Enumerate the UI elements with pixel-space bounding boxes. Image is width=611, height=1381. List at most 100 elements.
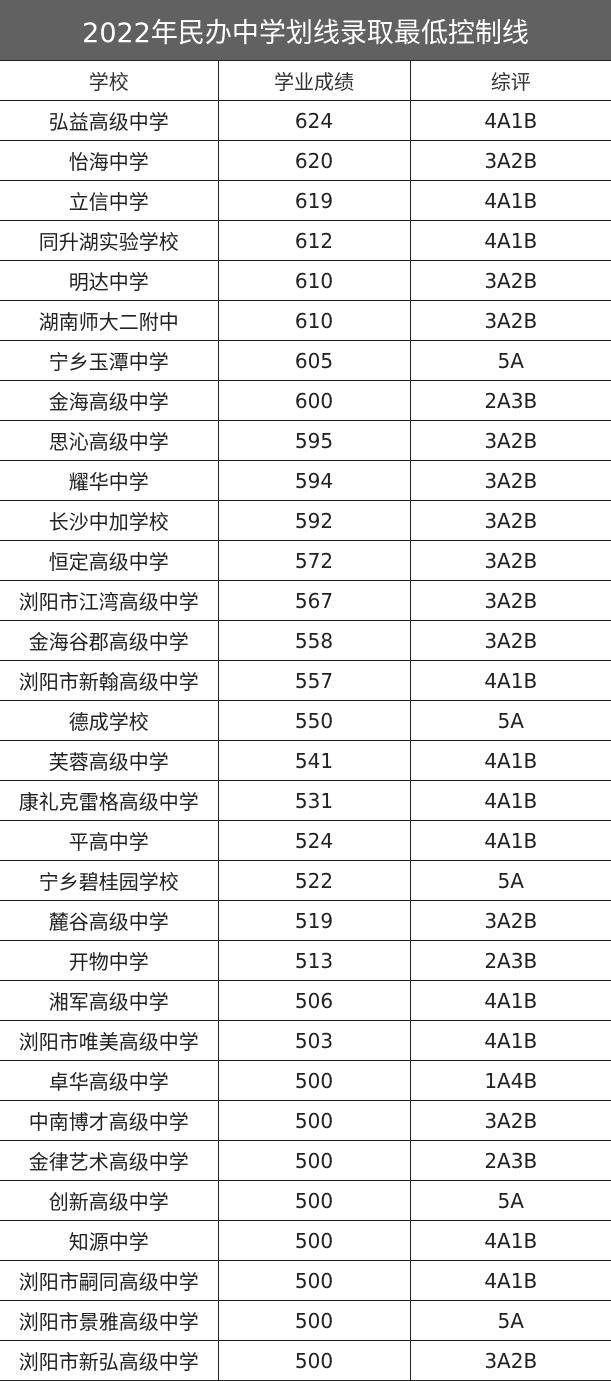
- school-cell: 浏阳市景雅高级中学: [0, 1300, 219, 1341]
- score-cell: 500: [217, 1100, 411, 1141]
- table-row: 中南博才高级中学 500 3A2B: [0, 1100, 611, 1141]
- score-cell: 610: [217, 260, 411, 301]
- score-cell: 620: [217, 140, 411, 181]
- table-row: 芙蓉高级中学 541 4A1B: [0, 740, 611, 781]
- school-cell: 湖南师大二附中: [0, 300, 219, 341]
- score-cell: 519: [217, 900, 411, 941]
- score-cell: 572: [217, 540, 411, 581]
- school-cell: 弘益高级中学: [0, 100, 219, 141]
- score-cell: 600: [217, 380, 411, 421]
- evaluation-cell: 4A1B: [409, 1220, 611, 1261]
- table-row: 湖南师大二附中 610 3A2B: [0, 300, 611, 341]
- school-cell: 知源中学: [0, 1220, 219, 1261]
- school-cell: 麓谷高级中学: [0, 900, 219, 941]
- evaluation-cell: 4A1B: [409, 780, 611, 821]
- school-cell: 创新高级中学: [0, 1180, 219, 1221]
- table-row: 宁乡玉潭中学 605 5A: [0, 340, 611, 381]
- table-row: 知源中学 500 4A1B: [0, 1220, 611, 1261]
- score-cell: 594: [217, 460, 411, 501]
- table-row: 耀华中学 594 3A2B: [0, 460, 611, 501]
- table-row: 金海谷郡高级中学 558 3A2B: [0, 620, 611, 661]
- school-cell: 同升湖实验学校: [0, 220, 219, 261]
- school-cell: 金海高级中学: [0, 380, 219, 421]
- school-cell: 长沙中加学校: [0, 500, 219, 541]
- score-cell: 531: [217, 780, 411, 821]
- school-cell: 恒定高级中学: [0, 540, 219, 581]
- evaluation-cell: 3A2B: [409, 500, 611, 541]
- column-header-school: 学校: [0, 60, 219, 101]
- score-cell: 503: [217, 1020, 411, 1061]
- column-header-evaluation: 综评: [409, 60, 611, 101]
- school-cell: 康礼克雷格高级中学: [0, 780, 219, 821]
- score-cell: 550: [217, 700, 411, 741]
- score-cell: 567: [217, 580, 411, 621]
- table-row: 恒定高级中学 572 3A2B: [0, 540, 611, 581]
- evaluation-cell: 5A: [409, 340, 611, 381]
- score-table: 学校 学业成绩 综评 弘益高级中学 624 4A1B 怡海中学 620 3A2B 立信中学 6…: [0, 60, 611, 1381]
- school-cell: 浏阳市嗣同高级中学: [0, 1260, 219, 1301]
- school-cell: 浏阳市新弘高级中学: [0, 1340, 219, 1381]
- evaluation-cell: 4A1B: [409, 740, 611, 781]
- score-cell: 541: [217, 740, 411, 781]
- score-cell: 500: [217, 1300, 411, 1341]
- table-row: 弘益高级中学 624 4A1B: [0, 100, 611, 141]
- school-cell: 开物中学: [0, 940, 219, 981]
- evaluation-cell: 2A3B: [409, 940, 611, 981]
- score-cell: 522: [217, 860, 411, 901]
- evaluation-cell: 3A2B: [409, 540, 611, 581]
- header-row: 学校 学业成绩 综评: [0, 60, 611, 101]
- evaluation-cell: 3A2B: [409, 1100, 611, 1141]
- school-cell: 浏阳市新翰高级中学: [0, 660, 219, 701]
- evaluation-cell: 5A: [409, 860, 611, 901]
- evaluation-cell: 3A2B: [409, 460, 611, 501]
- score-cell: 558: [217, 620, 411, 661]
- school-cell: 宁乡碧桂园学校: [0, 860, 219, 901]
- evaluation-cell: 2A3B: [409, 380, 611, 421]
- page-title: 2022年民办中学划线录取最低控制线: [0, 0, 611, 60]
- table-row: 浏阳市景雅高级中学 500 5A: [0, 1300, 611, 1341]
- table-row: 创新高级中学 500 5A: [0, 1180, 611, 1221]
- score-cell: 500: [217, 1340, 411, 1381]
- table-row: 宁乡碧桂园学校 522 5A: [0, 860, 611, 901]
- score-cell: 500: [217, 1220, 411, 1261]
- score-cell: 595: [217, 420, 411, 461]
- table-row: 浏阳市新弘高级中学 500 3A2B: [0, 1340, 611, 1381]
- school-cell: 浏阳市江湾高级中学: [0, 580, 219, 621]
- school-cell: 湘军高级中学: [0, 980, 219, 1021]
- school-cell: 卓华高级中学: [0, 1060, 219, 1101]
- school-cell: 芙蓉高级中学: [0, 740, 219, 781]
- table-row: 浏阳市唯美高级中学 503 4A1B: [0, 1020, 611, 1061]
- evaluation-cell: 5A: [409, 700, 611, 741]
- evaluation-cell: 5A: [409, 1300, 611, 1341]
- school-cell: 德成学校: [0, 700, 219, 741]
- score-cell: 612: [217, 220, 411, 261]
- school-cell: 耀华中学: [0, 460, 219, 501]
- school-cell: 立信中学: [0, 180, 219, 221]
- evaluation-cell: 4A1B: [409, 660, 611, 701]
- evaluation-cell: 3A2B: [409, 1340, 611, 1381]
- table-row: 浏阳市嗣同高级中学 500 4A1B: [0, 1260, 611, 1301]
- evaluation-cell: 3A2B: [409, 580, 611, 621]
- table-row: 金律艺术高级中学 500 2A3B: [0, 1140, 611, 1181]
- evaluation-cell: 4A1B: [409, 100, 611, 141]
- score-cell: 513: [217, 940, 411, 981]
- score-cell: 619: [217, 180, 411, 221]
- evaluation-cell: 4A1B: [409, 180, 611, 221]
- table-row: 开物中学 513 2A3B: [0, 940, 611, 981]
- table-row: 德成学校 550 5A: [0, 700, 611, 741]
- score-cell: 624: [217, 100, 411, 141]
- table-row: 金海高级中学 600 2A3B: [0, 380, 611, 421]
- evaluation-cell: 2A3B: [409, 1140, 611, 1181]
- score-cell: 500: [217, 1180, 411, 1221]
- score-cell: 506: [217, 980, 411, 1021]
- school-cell: 怡海中学: [0, 140, 219, 181]
- table-row: 浏阳市新翰高级中学 557 4A1B: [0, 660, 611, 701]
- school-cell: 中南博才高级中学: [0, 1100, 219, 1141]
- evaluation-cell: 3A2B: [409, 620, 611, 661]
- school-cell: 金海谷郡高级中学: [0, 620, 219, 661]
- school-cell: 思沁高级中学: [0, 420, 219, 461]
- table-row: 湘军高级中学 506 4A1B: [0, 980, 611, 1021]
- table-row: 怡海中学 620 3A2B: [0, 140, 611, 181]
- evaluation-cell: 3A2B: [409, 300, 611, 341]
- evaluation-cell: 4A1B: [409, 1260, 611, 1301]
